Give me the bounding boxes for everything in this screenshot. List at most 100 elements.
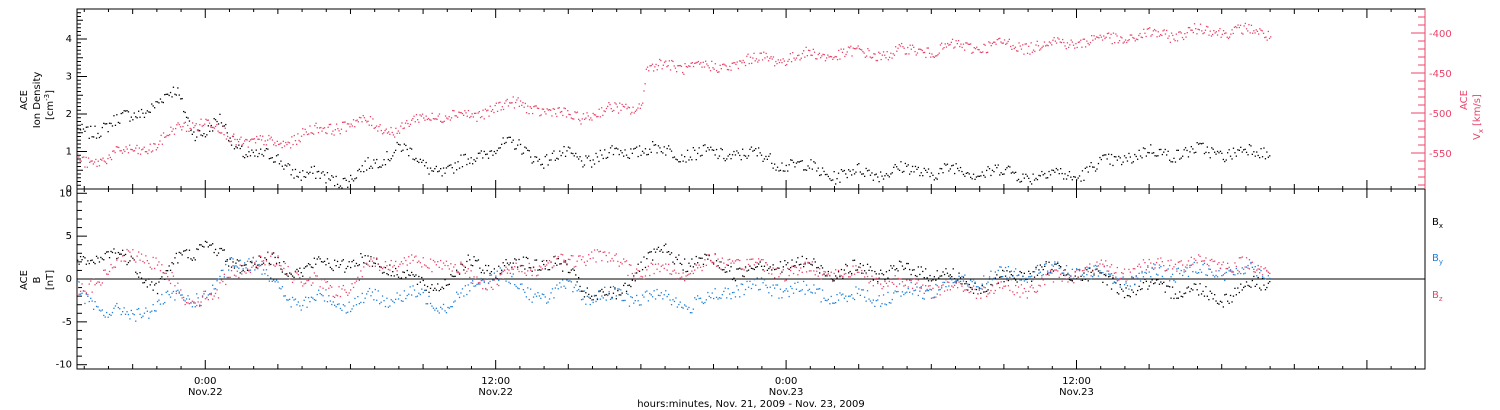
by-point xyxy=(1020,279,1023,281)
bx-point xyxy=(948,275,950,277)
bx-point xyxy=(88,262,90,265)
density-point xyxy=(361,165,363,167)
density-point xyxy=(1190,146,1192,148)
bz-point xyxy=(791,265,793,267)
by-point xyxy=(556,284,558,286)
vx-point xyxy=(1172,34,1174,37)
density-point xyxy=(1015,171,1017,173)
bx-point xyxy=(851,272,853,275)
bx-point xyxy=(303,267,305,269)
density-point xyxy=(495,152,497,155)
by-point xyxy=(707,291,709,294)
vx-point xyxy=(1266,39,1268,41)
bx-point xyxy=(627,284,629,287)
vx-point xyxy=(593,114,595,116)
density-point xyxy=(479,152,481,154)
bz-point xyxy=(954,284,956,286)
bz-point xyxy=(88,283,90,285)
bz-point xyxy=(339,295,342,298)
density-point xyxy=(405,144,407,147)
vx-point xyxy=(810,54,812,56)
vx-point xyxy=(587,115,589,117)
by-point xyxy=(1028,276,1030,278)
vx-point xyxy=(448,116,450,118)
bz-point xyxy=(84,290,86,292)
vx-point xyxy=(809,49,811,52)
bx-point xyxy=(425,289,427,291)
bz-point xyxy=(79,290,82,292)
bz-point xyxy=(82,290,85,292)
bx-point xyxy=(814,261,816,263)
bx-point xyxy=(742,275,744,277)
bx-point xyxy=(148,278,150,280)
bz-point xyxy=(890,278,892,280)
bz-point xyxy=(262,260,265,262)
bz-point xyxy=(126,248,128,251)
bx-point xyxy=(881,272,883,275)
density-point xyxy=(302,170,304,172)
density-point xyxy=(381,164,384,166)
density-point xyxy=(1064,173,1066,175)
vx-point xyxy=(345,130,347,132)
bx-point xyxy=(511,266,513,268)
bz-point xyxy=(140,253,143,255)
vx-point xyxy=(195,123,197,125)
vx-point xyxy=(248,140,251,142)
vx-point xyxy=(715,70,718,72)
bz-point xyxy=(159,270,162,272)
vx-point xyxy=(93,161,96,163)
vx-point xyxy=(300,135,303,137)
bz-point xyxy=(158,261,160,263)
by-point xyxy=(715,296,718,298)
bz-point xyxy=(405,259,407,262)
by-point xyxy=(1147,266,1149,268)
bz-point xyxy=(668,263,670,265)
vx-point xyxy=(857,45,859,47)
bx-point xyxy=(431,284,433,286)
vx-point xyxy=(838,49,840,52)
bz-point xyxy=(685,275,687,277)
bz-point xyxy=(469,276,471,279)
by-point xyxy=(366,293,368,295)
bx-point xyxy=(615,298,617,300)
density-point xyxy=(299,171,301,173)
density-point xyxy=(768,155,770,157)
density-point xyxy=(750,146,753,148)
vx-point xyxy=(460,112,462,114)
vx-point xyxy=(427,117,430,120)
bx-point xyxy=(734,280,737,282)
by-point xyxy=(307,297,310,299)
vx-point xyxy=(276,140,278,142)
vx-point xyxy=(329,123,332,125)
by-point xyxy=(517,287,519,289)
bz-point xyxy=(519,264,522,267)
by-point xyxy=(1250,261,1252,264)
density-point xyxy=(556,157,558,159)
bz-point xyxy=(1151,266,1153,269)
density-point xyxy=(941,168,943,170)
by-point xyxy=(104,316,106,318)
bx-point xyxy=(816,267,818,269)
density-point xyxy=(684,156,686,158)
vx-point xyxy=(763,51,765,53)
by-point xyxy=(299,305,301,307)
bx-point xyxy=(145,279,147,282)
by-point xyxy=(355,304,358,306)
by-point xyxy=(1154,264,1156,266)
vx-point xyxy=(643,90,645,92)
bx-point xyxy=(228,265,230,267)
bx-point xyxy=(795,261,798,263)
by-point xyxy=(297,301,299,303)
bz-point xyxy=(811,261,813,263)
density-point xyxy=(781,162,783,164)
density-point xyxy=(252,151,254,154)
density-point xyxy=(1019,181,1021,183)
vx-point xyxy=(950,41,952,43)
by-point xyxy=(625,292,628,294)
bx-point xyxy=(1045,261,1047,263)
by-point xyxy=(322,295,324,297)
by-point xyxy=(820,301,822,303)
vx-point xyxy=(217,130,219,132)
bx-point xyxy=(537,269,539,271)
density-point xyxy=(1216,150,1219,153)
